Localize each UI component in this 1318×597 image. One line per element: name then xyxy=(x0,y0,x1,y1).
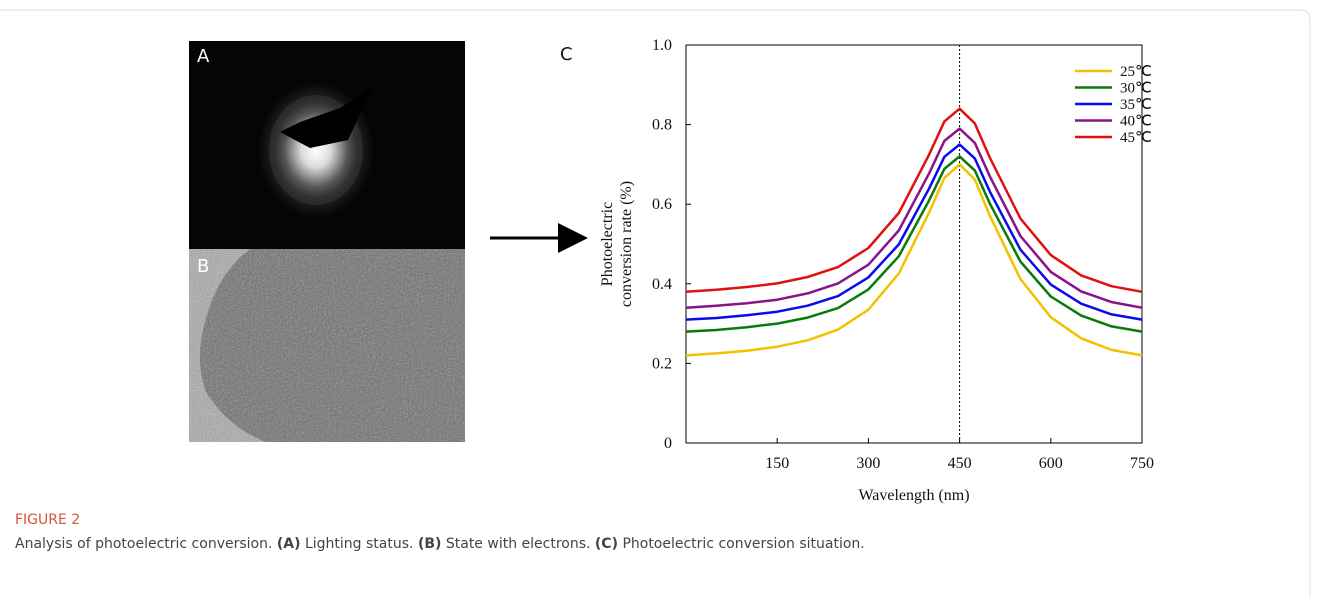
line xyxy=(685,143,1143,321)
line xyxy=(685,163,1143,357)
image-b: B xyxy=(189,249,465,442)
line xyxy=(685,127,1143,309)
legend-label: 45℃ xyxy=(1120,130,1152,146)
y-tick-label: 0.6 xyxy=(652,196,672,213)
x-axis-label: Wavelength (nm) xyxy=(858,487,969,504)
y-tick-label: 0 xyxy=(664,435,672,452)
line xyxy=(685,107,1143,294)
legend-label: 35℃ xyxy=(1120,97,1152,113)
plot-frame xyxy=(685,44,1143,444)
x-tick-label: 750 xyxy=(1130,455,1154,472)
caption-text: State with electrons. xyxy=(446,536,591,552)
y-axis-label: conversion rate (%) xyxy=(618,181,635,307)
panel-label: B xyxy=(197,256,209,277)
panel-label: C xyxy=(560,44,573,65)
caption-text: Photoelectric conversion situation. xyxy=(622,536,864,552)
x-tick-label: 600 xyxy=(1039,455,1063,472)
y-axis-label: Photoelectric xyxy=(599,202,616,286)
caption-label: FIGURE 2 xyxy=(15,512,80,528)
y-tick-label: 0.2 xyxy=(652,355,672,372)
caption: Analysis of photoelectric conversion. (A… xyxy=(15,536,865,552)
x-tick-label: 150 xyxy=(765,455,789,472)
x-tick-label: 300 xyxy=(856,455,880,472)
panel-label: A xyxy=(197,46,210,67)
caption-tag: (C) xyxy=(595,536,618,552)
caption-tag: (A) xyxy=(277,536,301,552)
legend-label: 25℃ xyxy=(1120,64,1152,80)
y-tick-label: 1.0 xyxy=(652,37,672,54)
caption-intro: Analysis of photoelectric conversion. xyxy=(15,536,272,552)
legend-label: 40℃ xyxy=(1120,114,1152,130)
caption-tag: (B) xyxy=(418,536,441,552)
caption-text: Lighting status. xyxy=(305,536,414,552)
image-a: A xyxy=(189,41,465,249)
line xyxy=(685,155,1143,333)
y-tick-label: 0.4 xyxy=(652,276,672,293)
legend-label: 30℃ xyxy=(1120,81,1152,97)
frame xyxy=(0,9,1311,597)
x-tick-label: 450 xyxy=(948,455,972,472)
y-tick-label: 0.8 xyxy=(652,117,672,134)
